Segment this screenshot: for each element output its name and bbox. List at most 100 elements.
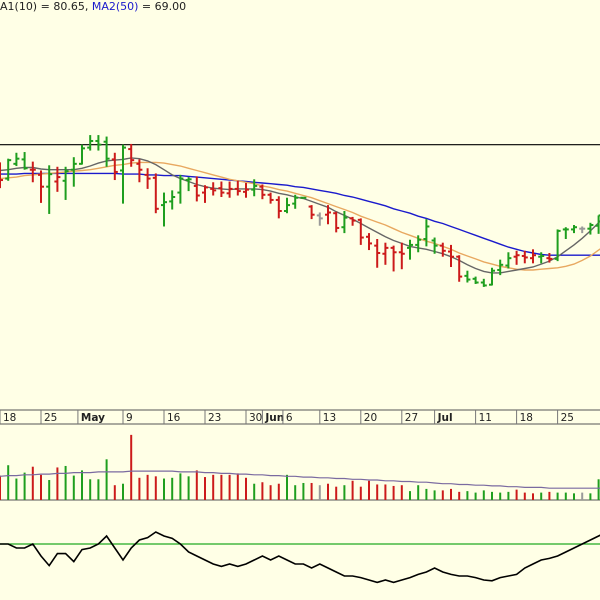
date-axis-label: 13 — [323, 412, 336, 424]
date-axis-label: 27 — [405, 412, 418, 424]
date-axis-label: 25 — [561, 412, 574, 424]
price-bar — [202, 185, 208, 203]
price-bar — [29, 161, 36, 183]
price-bar — [497, 259, 504, 276]
date-axis-label: 18 — [520, 412, 533, 424]
date-axis-label: 25 — [44, 412, 57, 424]
price-bar — [275, 196, 282, 219]
price-bar — [79, 144, 85, 165]
date-axis-label: Jun — [264, 412, 284, 424]
date-axis-label: 16 — [167, 412, 181, 424]
price-bar — [349, 216, 356, 226]
date-axis-label: 11 — [479, 412, 492, 424]
chart-legend: A1(10) = 80.65, MA2(50) = 69.00 — [0, 0, 186, 13]
price-bar — [243, 182, 249, 198]
price-bar — [177, 174, 184, 204]
price-bar — [374, 239, 381, 268]
date-axis-label: 23 — [208, 412, 221, 424]
date-axis-label: 9 — [126, 412, 133, 424]
price-bar — [423, 219, 430, 247]
price-bar — [546, 253, 553, 263]
ma-long-line — [0, 172, 600, 256]
price-bar — [152, 173, 159, 214]
volume-panel — [0, 434, 600, 501]
ma2-label: MA2(50) — [91, 0, 139, 13]
price-bar — [513, 250, 520, 265]
price-bar — [251, 179, 258, 197]
price-panel — [0, 135, 600, 411]
price-bar — [103, 136, 110, 167]
date-axis-label: Jul — [437, 412, 453, 424]
price-bar — [571, 225, 577, 234]
price-bar — [448, 244, 454, 268]
price-bar — [144, 168, 151, 189]
price-bar — [587, 222, 594, 235]
price-bar — [46, 165, 53, 214]
ma1-label: A1(10) — [0, 0, 38, 13]
ma-short-line — [0, 157, 600, 274]
price-bar — [226, 181, 233, 198]
price-bar — [111, 152, 118, 181]
date-axis: 18 25 May 9 16 23 30 Jun 6 13 20 27 Jul 11 18 25 — [0, 410, 600, 425]
price-bar — [234, 180, 241, 196]
price-bar — [267, 192, 274, 204]
price-bar — [120, 144, 126, 204]
price-bar — [38, 170, 44, 203]
date-axis-label: 6 — [286, 412, 293, 424]
legend-comma: , — [84, 0, 92, 13]
price-bar — [325, 205, 331, 225]
price-bar — [13, 152, 20, 167]
ma1-value: 80.65 — [53, 0, 85, 13]
price-bar — [398, 242, 405, 270]
price-bar — [530, 249, 536, 264]
date-axis-label: 20 — [364, 412, 377, 424]
price-bar — [579, 226, 586, 234]
price-bar — [70, 157, 77, 187]
oscillator-line — [0, 531, 600, 584]
price-bar — [505, 252, 512, 269]
price-bar — [87, 135, 94, 151]
price-bar — [185, 177, 192, 192]
price-bar — [21, 152, 28, 170]
price-bar — [292, 194, 299, 209]
price-bar — [62, 166, 69, 200]
price-bar — [284, 197, 290, 214]
price-bar — [210, 182, 217, 196]
price-bar — [464, 270, 471, 283]
price-bar — [480, 278, 487, 287]
price-bar — [415, 235, 422, 253]
price-bar — [472, 276, 479, 284]
price-bar — [554, 229, 561, 262]
price-bar — [316, 212, 323, 226]
oscillator-panel — [0, 531, 600, 584]
price-bar — [562, 227, 569, 240]
price-bar — [193, 176, 200, 202]
volume-average-line — [0, 470, 600, 489]
price-bar — [54, 166, 61, 192]
date-axis-label: May — [81, 412, 105, 424]
price-bar — [439, 242, 446, 257]
price-bar — [489, 267, 495, 286]
price-bar — [259, 184, 266, 200]
price-bar — [0, 162, 3, 189]
price-bar — [161, 192, 167, 227]
price-bar — [5, 158, 12, 181]
price-bar — [521, 250, 528, 264]
price-bar — [382, 242, 389, 265]
ma1-sep: = — [37, 0, 54, 13]
price-bar — [308, 205, 315, 220]
price-bar — [128, 143, 135, 167]
ma2-sep: = — [138, 0, 155, 13]
price-bar — [357, 218, 364, 245]
price-bar — [218, 181, 225, 197]
price-bar — [341, 211, 348, 234]
ma2-value: 69.00 — [154, 0, 187, 13]
price-bar — [595, 214, 600, 234]
date-axis-label: 30 — [249, 412, 262, 424]
ma-mid-line — [0, 161, 600, 271]
price-bar — [169, 190, 176, 210]
date-axis-label: 18 — [3, 412, 16, 424]
price-bar — [136, 159, 143, 183]
price-bar — [95, 135, 102, 151]
